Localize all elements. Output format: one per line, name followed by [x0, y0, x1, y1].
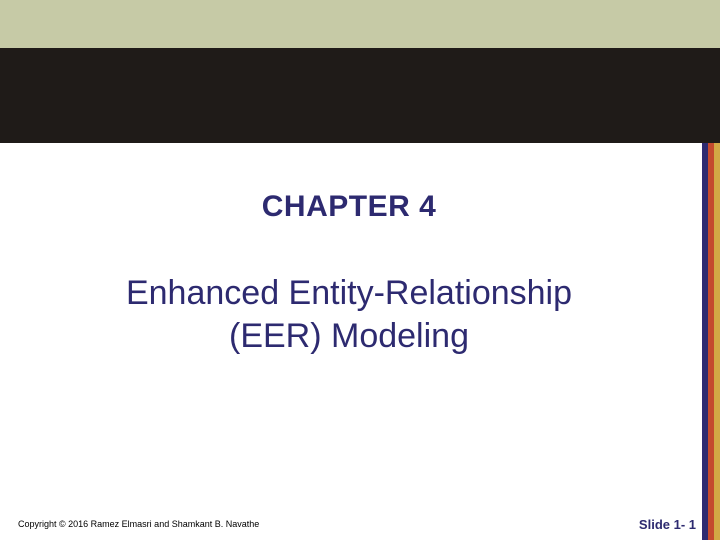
copyright-text: Copyright © 2016 Ramez Elmasri and Shamk…: [18, 519, 259, 529]
slide-title: Enhanced Entity-Relationship (EER) Model…: [0, 272, 698, 357]
title-line-2: (EER) Modeling: [229, 317, 469, 355]
slide-number: Slide 1- 1: [639, 517, 696, 532]
chapter-label: CHAPTER 4: [0, 190, 698, 224]
dark-header-band: [0, 48, 720, 143]
title-line-1: Enhanced Entity-Relationship: [126, 274, 572, 312]
slide-content: CHAPTER 4 Enhanced Entity-Relationship (…: [0, 170, 698, 357]
stripe-gold: [714, 143, 720, 540]
right-accent-stripes: [702, 143, 720, 540]
slide-footer: Copyright © 2016 Ramez Elmasri and Shamk…: [0, 514, 720, 540]
top-accent-band: [0, 0, 720, 48]
